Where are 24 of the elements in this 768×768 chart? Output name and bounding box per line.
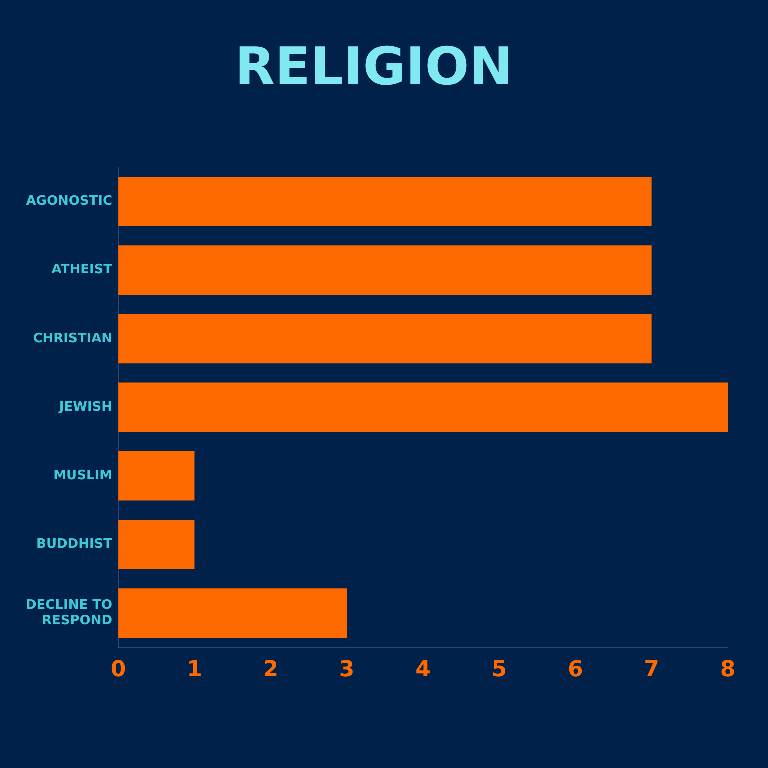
bar bbox=[118, 246, 652, 295]
x-tick-label: 2 bbox=[263, 658, 279, 683]
x-tick-label: 6 bbox=[568, 658, 584, 683]
y-tick-label: JEWISH bbox=[58, 400, 113, 415]
x-tick-label: 7 bbox=[644, 658, 660, 683]
bar bbox=[118, 177, 652, 226]
y-tick-label: DECLINE TO RESPOND bbox=[26, 598, 113, 628]
x-tick-label: 8 bbox=[720, 658, 736, 683]
x-tick-label: 3 bbox=[339, 658, 355, 683]
x-tick-label: 4 bbox=[416, 658, 431, 683]
y-tick-label: BUDDHIST bbox=[36, 537, 113, 552]
y-tick-label: AGONOSTIC bbox=[26, 194, 113, 210]
bar bbox=[118, 451, 195, 501]
y-tick-label: CHRISTIAN bbox=[33, 331, 113, 346]
chart-title: RELIGION bbox=[235, 38, 513, 98]
bar bbox=[118, 314, 652, 364]
bar bbox=[118, 520, 195, 570]
bar bbox=[118, 382, 728, 432]
x-tick-label: 1 bbox=[187, 658, 202, 683]
x-tick-label: 5 bbox=[492, 658, 508, 683]
y-tick-label: MUSLIM bbox=[54, 468, 113, 484]
y-tick-label: ATHEIST bbox=[52, 262, 113, 278]
bar bbox=[118, 588, 348, 638]
x-tick-label: 0 bbox=[110, 658, 126, 683]
